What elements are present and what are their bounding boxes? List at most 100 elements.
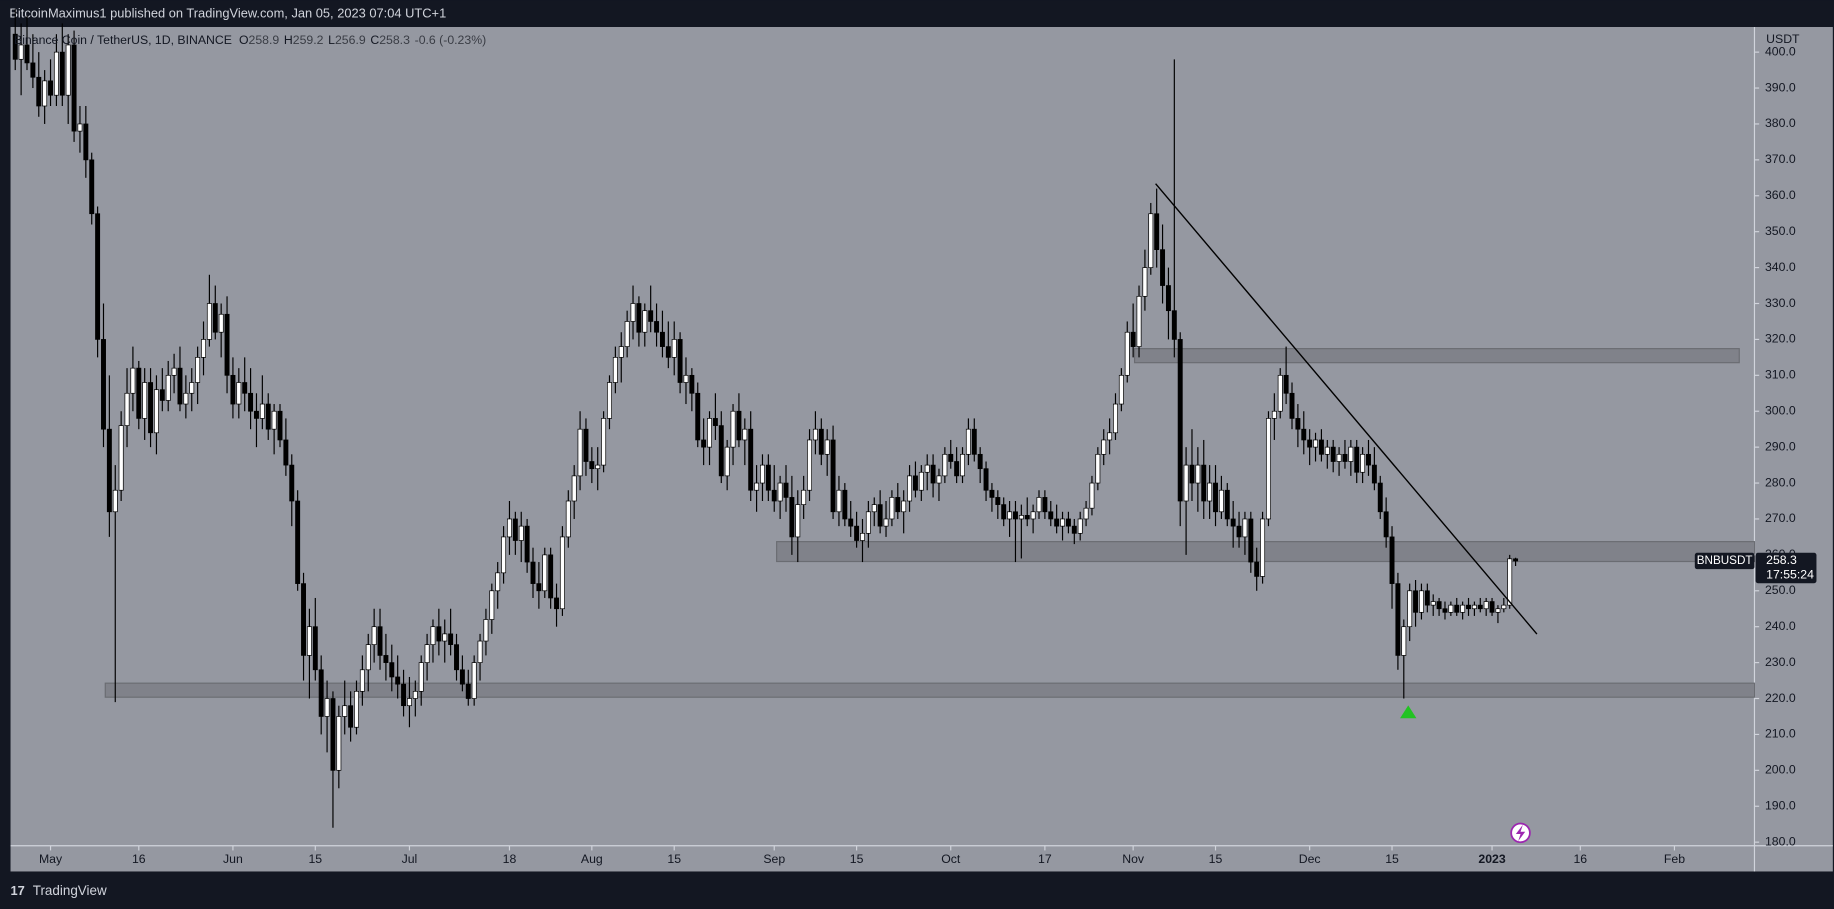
candle-body <box>142 382 148 419</box>
candle-body <box>289 464 295 502</box>
candle-body <box>218 313 224 333</box>
candle-body <box>942 453 948 477</box>
candle-body <box>495 572 501 592</box>
x-tick-label: 15 <box>667 852 681 866</box>
candle-body <box>830 439 836 513</box>
candle-body <box>1430 601 1436 606</box>
candle-body <box>430 626 436 645</box>
candle-body <box>1195 464 1201 484</box>
candle-body <box>1395 583 1401 656</box>
candle-body <box>212 303 218 333</box>
candle-body <box>1495 608 1501 613</box>
candle-body <box>1277 374 1283 412</box>
candle-body <box>895 497 901 513</box>
x-tick-label: Jun <box>223 852 243 866</box>
y-tick-label: 350.0 <box>1765 224 1796 238</box>
candle-body <box>489 590 495 620</box>
candle-body <box>201 339 206 358</box>
candle-body <box>1083 507 1089 520</box>
candle-body <box>330 698 336 771</box>
candle-body <box>1048 511 1054 520</box>
candle-body <box>1407 590 1413 628</box>
candle-body <box>1360 453 1366 473</box>
candle-body <box>1136 295 1142 347</box>
candle-body <box>630 303 636 322</box>
candle-body <box>1130 331 1136 347</box>
candle-body <box>359 669 365 692</box>
candle-body <box>689 374 695 394</box>
candle-body <box>18 44 24 60</box>
candle-body <box>595 464 601 470</box>
candle-body <box>971 428 977 455</box>
candle-body <box>654 321 660 333</box>
resistance-zone <box>1133 348 1740 364</box>
candle-body <box>36 76 42 107</box>
candle-body <box>1154 213 1160 250</box>
candle-body <box>936 475 942 484</box>
candle-body <box>1301 428 1307 441</box>
y-tick-label: 330.0 <box>1765 296 1796 310</box>
candle-body <box>1089 482 1095 509</box>
candle-body <box>406 698 412 707</box>
x-tick-label: 16 <box>132 852 146 866</box>
candle-body <box>130 367 136 394</box>
candle-body <box>1036 497 1042 513</box>
candle-body <box>618 346 624 358</box>
candle-body <box>748 428 754 491</box>
y-tick-label: 320.0 <box>1765 332 1796 346</box>
candle-body <box>965 428 971 455</box>
candle-body <box>771 489 777 502</box>
candle-body <box>365 644 371 671</box>
y-tick-label: 220.0 <box>1765 691 1796 705</box>
y-tick-label: 180.0 <box>1765 834 1796 848</box>
candle-body <box>695 392 701 441</box>
candle-body <box>1012 511 1018 520</box>
candle-body <box>171 367 177 376</box>
candle-body <box>1160 249 1166 286</box>
candle-body <box>1477 604 1483 610</box>
candle-body <box>1271 410 1277 419</box>
candle-body <box>1313 439 1319 448</box>
candle-body <box>1213 482 1218 513</box>
candle-body <box>583 428 589 462</box>
candle-body <box>342 705 348 717</box>
support-zone <box>104 682 1756 698</box>
candle-body <box>718 425 724 477</box>
candle-body <box>401 683 407 707</box>
candle-body <box>1513 558 1519 562</box>
candle-body <box>1348 446 1354 462</box>
legend-ohlc-label: C <box>370 33 379 47</box>
candle-body <box>189 382 195 394</box>
candle-body <box>230 374 236 405</box>
candle-body <box>59 51 65 96</box>
y-tick-label: 200.0 <box>1765 763 1796 777</box>
chart-area <box>10 26 1833 872</box>
candle-body <box>459 669 465 685</box>
x-tick-label: Feb <box>1664 852 1685 866</box>
y-tick-label: 290.0 <box>1765 439 1796 453</box>
candle-body <box>24 44 30 64</box>
legend-ohlc-label: L <box>328 33 335 47</box>
y-tick-label: 300.0 <box>1765 403 1796 417</box>
candle-body <box>877 504 883 527</box>
candle-body <box>601 418 607 466</box>
candle-body <box>989 489 995 498</box>
y-tick-label: 360.0 <box>1765 188 1796 202</box>
candle-body <box>1389 536 1395 584</box>
candle-body <box>1424 590 1430 606</box>
candle-body <box>436 626 442 642</box>
candle-body <box>636 303 642 333</box>
candle-body <box>759 464 765 484</box>
candle-body <box>506 518 512 538</box>
candle-body <box>71 44 77 132</box>
candle-body <box>318 669 324 717</box>
candle-body <box>677 339 683 383</box>
candle-body <box>1460 604 1466 613</box>
candle-body <box>271 410 277 430</box>
candle-body <box>1483 601 1489 610</box>
y-tick-label: 230.0 <box>1765 655 1796 669</box>
candle-body <box>954 461 960 477</box>
candle-body <box>324 698 330 717</box>
candle-body <box>883 518 889 527</box>
